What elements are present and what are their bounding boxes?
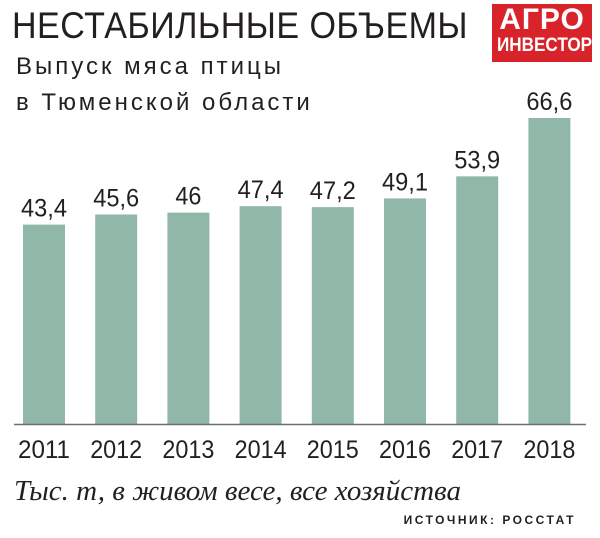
value-label-2011: 43,4 xyxy=(21,195,67,223)
x-tick-label-2016: 2016 xyxy=(379,436,431,464)
value-label-2016: 49,1 xyxy=(382,168,428,196)
value-label-2013: 46 xyxy=(175,183,201,211)
x-tick-label-2012: 2012 xyxy=(90,436,142,464)
x-tick-label-2014: 2014 xyxy=(235,436,287,464)
bar-2014 xyxy=(239,206,282,424)
bar-2017 xyxy=(456,176,499,424)
value-label-2014: 47,4 xyxy=(238,176,284,204)
bar-2015 xyxy=(311,207,354,424)
chart-title: НЕСТАБИЛЬНЫЕ ОБЪЕМЫ xyxy=(12,5,469,46)
x-tick-label-2017: 2017 xyxy=(451,436,503,464)
agroinvestor-logo: АГРО ИНВЕСТОР xyxy=(492,4,592,62)
value-label-2015: 47,2 xyxy=(310,177,356,205)
source-note: ИСТОЧНИК: РОССТАТ xyxy=(403,513,576,527)
bar-2011 xyxy=(23,224,65,424)
x-tick-label-2018: 2018 xyxy=(523,436,575,464)
x-tick-label-2013: 2013 xyxy=(162,436,214,464)
bar-2018 xyxy=(528,118,571,424)
x-tick-label-2015: 2015 xyxy=(307,436,359,464)
bar-2012 xyxy=(95,214,138,424)
bar-2013 xyxy=(167,212,210,424)
units-note: Тыс. т, в живом весе, все хозяйства xyxy=(14,475,461,507)
logo-text-line-1: АГРО xyxy=(499,4,585,36)
value-label-2018: 66,6 xyxy=(526,88,572,116)
value-label-2012: 45,6 xyxy=(93,184,139,212)
bar-2016 xyxy=(384,198,426,424)
chart-subtitle-line-1: Выпуск мяса птицы xyxy=(16,53,285,80)
value-label-2017: 53,9 xyxy=(454,146,500,174)
x-tick-label-2011: 2011 xyxy=(18,436,70,464)
logo-text-line-2: ИНВЕСТОР xyxy=(497,35,592,56)
chart-subtitle-line-2: в Тюменской области xyxy=(16,89,313,116)
